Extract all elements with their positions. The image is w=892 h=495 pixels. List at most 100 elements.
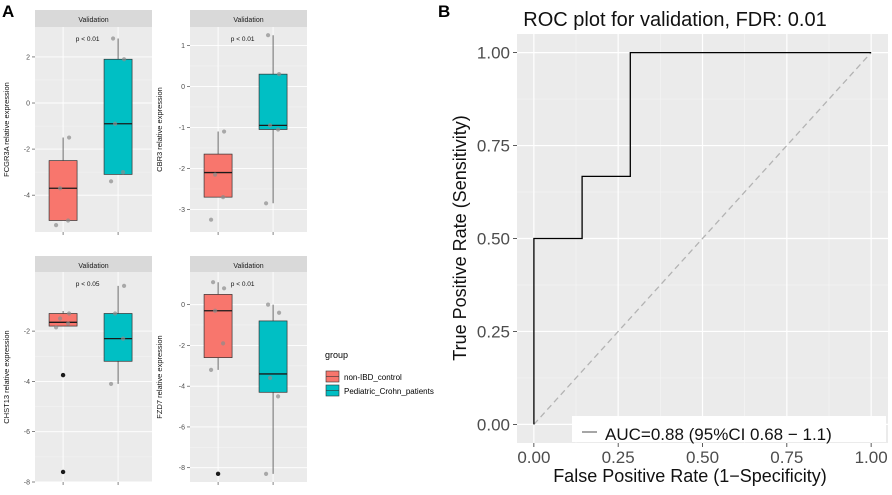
roc-legend-label: AUC=0.88 (95%CI 0.68 − 1.1)	[605, 425, 832, 444]
y-tick-label: 0	[181, 84, 185, 91]
data-point	[220, 341, 226, 346]
roc-curve	[533, 51, 872, 425]
box	[258, 320, 288, 393]
y-tick-label: -8	[179, 465, 185, 472]
data-point	[57, 316, 63, 321]
boxplot-chst13: Validation -8 -6 -4 -2 p < 0.05 CHST13 relativ…	[2, 256, 152, 487]
data-point	[112, 311, 118, 316]
y-tick-label: -2	[24, 329, 30, 336]
box	[48, 160, 78, 221]
y-tick-label: -2	[179, 343, 185, 350]
box	[48, 313, 78, 327]
boxplot-fzd7: Validation -8 -6 -4 -2 0 p < 0.01 FZD7 relative…	[155, 256, 307, 485]
data-point	[121, 283, 127, 288]
outlier-point	[60, 469, 66, 475]
p-value-annotation: p < 0.01	[231, 281, 255, 288]
roc-x-tick-label: 0.75	[770, 448, 803, 467]
box	[258, 73, 288, 130]
data-point	[212, 308, 218, 313]
y-tick-label: -2	[24, 147, 30, 154]
data-point	[65, 218, 71, 223]
data-point	[120, 336, 126, 341]
roc-x-axis-label: False Positive Rate (1−Specificity)	[553, 466, 827, 486]
roc-x-tick-label: 1.00	[855, 448, 888, 467]
data-point	[66, 311, 72, 316]
y-tick-label: -4	[24, 379, 30, 386]
roc-y-tick-label: 0.75	[477, 137, 510, 156]
data-point	[110, 36, 116, 41]
data-point	[276, 72, 282, 77]
roc-x-tick-label: 0.00	[517, 448, 550, 467]
y-tick-label: -2	[179, 166, 185, 173]
data-point	[212, 172, 218, 177]
data-point	[57, 186, 63, 191]
box	[203, 153, 233, 198]
roc-x-tick-label: 0.25	[602, 448, 635, 467]
legend-label-control: non-IBD_control	[344, 373, 402, 382]
y-axis-label: CBR3 relative expression	[155, 87, 164, 172]
outlier-point	[60, 372, 66, 378]
roc-y-tick-label: 0.50	[477, 230, 510, 249]
legend-item-control: non-IBD_control	[325, 370, 402, 383]
roc-chart: ROC plot for validation, FDR: 0.01 0.00 0…	[450, 9, 888, 486]
roc-y-tick-label: 0.25	[477, 322, 510, 341]
y-tick-label: -6	[179, 424, 185, 431]
data-point	[208, 217, 214, 222]
data-point	[275, 127, 281, 132]
roc-y-tick-label: 1.00	[477, 44, 510, 63]
box	[203, 294, 233, 358]
facet-strip-label: Validation	[78, 17, 108, 24]
legend-title: group	[325, 350, 348, 360]
y-axis-label: CHST13 relative expression	[2, 330, 11, 423]
facet-strip-label: Validation	[78, 263, 108, 270]
y-tick-label: -6	[24, 429, 30, 436]
panel-label-a: A	[2, 2, 14, 21]
data-point	[275, 394, 281, 399]
roc-legend-box	[572, 416, 886, 442]
data-point	[267, 123, 273, 128]
y-tick-label: 1	[181, 43, 185, 50]
y-tick-label: -3	[179, 207, 185, 214]
p-value-annotation: p < 0.01	[231, 36, 255, 43]
roc-title: ROC plot for validation, FDR: 0.01	[523, 9, 826, 31]
p-value-annotation: p < 0.01	[76, 36, 100, 43]
data-point	[263, 201, 269, 206]
y-tick-label: -4	[179, 384, 185, 391]
data-point	[108, 381, 114, 387]
panel-label-b: B	[438, 2, 450, 21]
data-point	[265, 33, 271, 38]
group-legend: group non-IBD_control Pediatric_Crohn_pa…	[325, 350, 434, 397]
data-point	[53, 325, 59, 330]
data-point	[108, 179, 114, 184]
facet-strip	[35, 10, 152, 27]
roc-chance-diagonal	[533, 52, 872, 425]
y-axis-label: FCGR3A relative expression	[2, 82, 11, 177]
data-point	[112, 121, 118, 126]
data-point	[267, 375, 273, 381]
facet-strip	[190, 10, 307, 27]
data-point	[210, 280, 216, 285]
boxplot-cbr3: Validation -3 -2 -1 0 1 p < 0.01 CBR3 relative …	[155, 10, 307, 235]
roc-y-axis-label: True Positive Rate (Sensitivity)	[450, 115, 470, 360]
data-point	[263, 471, 269, 476]
data-point	[221, 129, 227, 134]
legend-item-crohn: Pediatric_Crohn_patients	[325, 384, 434, 397]
data-point	[121, 57, 127, 62]
y-tick-label: -1	[179, 125, 185, 132]
roc-y-tick-label: 0.00	[477, 415, 510, 434]
facet-strip-label: Validation	[233, 263, 263, 270]
data-point	[65, 321, 71, 326]
y-tick-label: 2	[26, 54, 30, 61]
facet-strip	[190, 256, 307, 272]
legend-label-crohn: Pediatric_Crohn_patients	[344, 387, 434, 396]
data-point	[66, 135, 72, 140]
roc-x-tick-label: 0.50	[686, 448, 719, 467]
y-tick-label: 0	[181, 302, 185, 309]
data-point	[208, 367, 214, 372]
y-tick-label: -8	[24, 480, 30, 487]
data-point	[53, 222, 59, 228]
facet-strip-label: Validation	[233, 17, 263, 24]
y-tick-label: -4	[24, 193, 30, 200]
data-point	[120, 170, 126, 175]
